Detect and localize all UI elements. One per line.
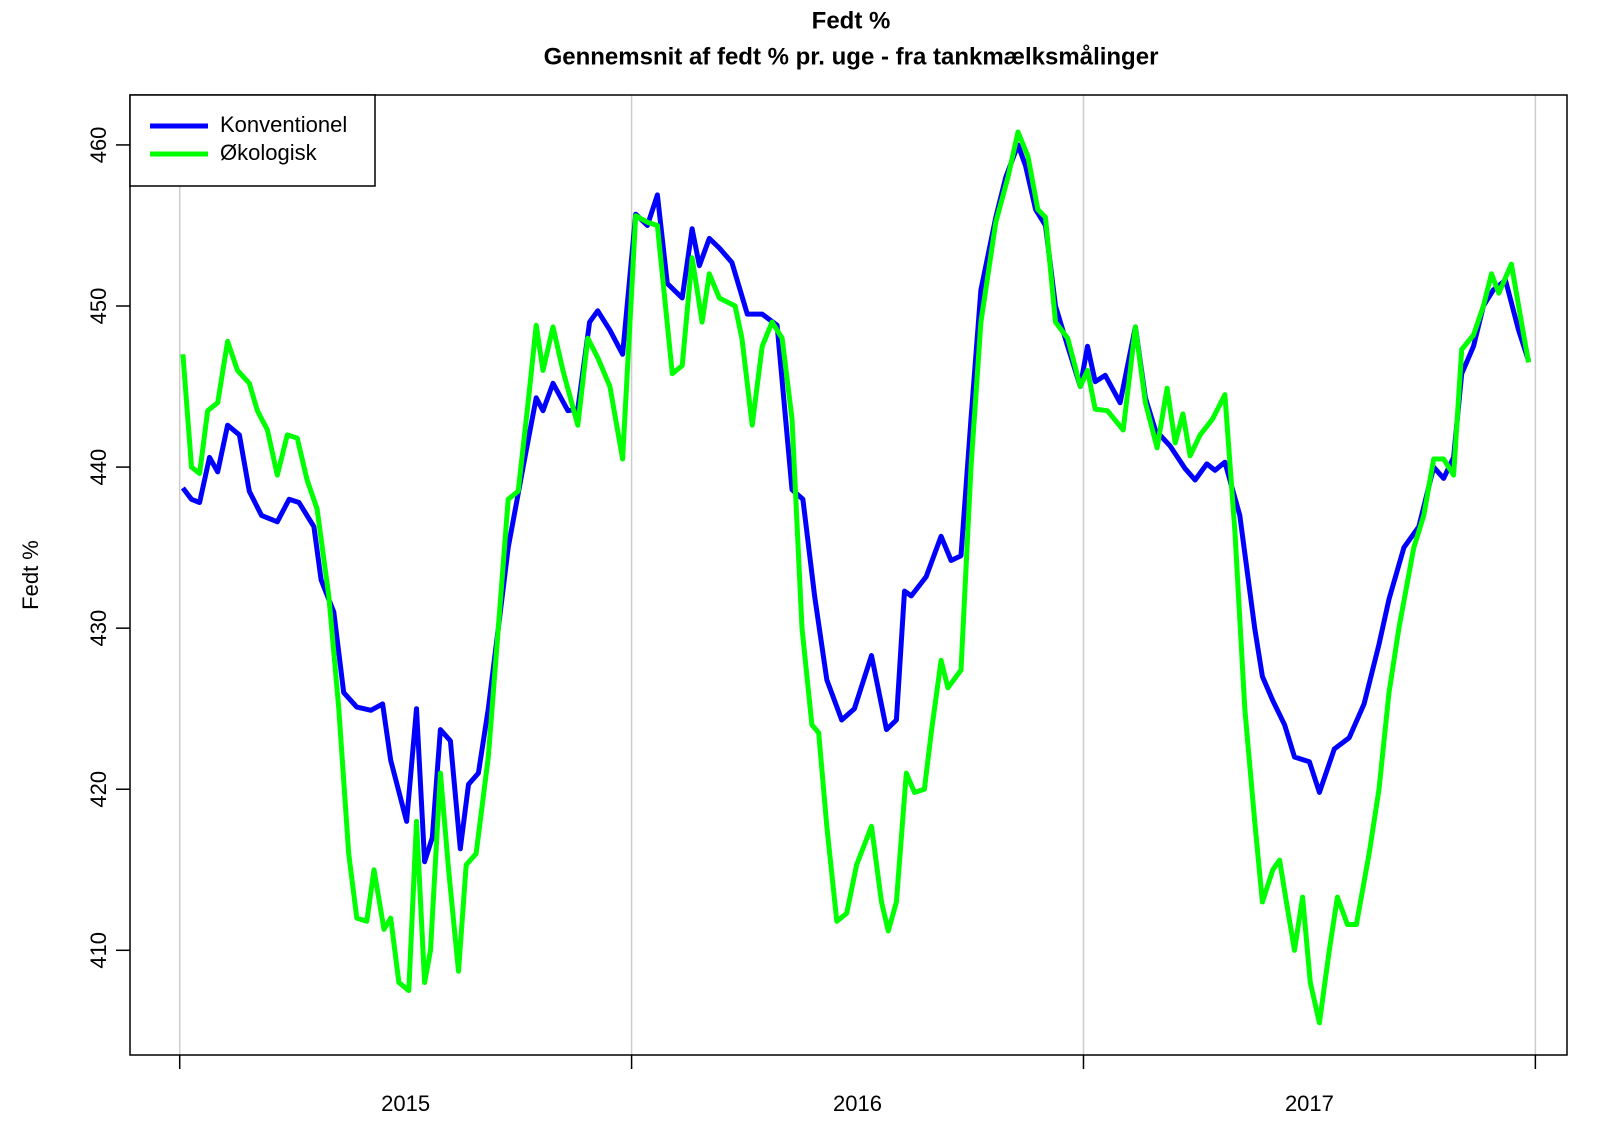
y-tick-label: 450	[86, 288, 111, 325]
lines	[180, 129, 1532, 1026]
x-tick-label: 2016	[833, 1091, 882, 1116]
plot-frame	[129, 94, 1568, 1056]
series-line	[180, 129, 1532, 1026]
axes: 2015 2016 2017 410 420 430 440 450 460	[86, 127, 1537, 1116]
x-tick-label: 2015	[381, 1091, 430, 1116]
legend: Konventionel Økologisk	[129, 94, 376, 187]
y-tick-label: 460	[86, 127, 111, 164]
legend-label: Økologisk	[220, 140, 318, 165]
x-tick-label: 2017	[1285, 1091, 1334, 1116]
legend-label: Konventionel	[220, 112, 347, 137]
y-tick-label: 430	[86, 610, 111, 647]
chart-subtitle: Gennemsnit af fedt % pr. uge - fra tankm…	[544, 43, 1159, 70]
y-tick-label: 410	[86, 932, 111, 969]
y-axis-label: Fedt %	[18, 540, 43, 610]
y-tick-label: 440	[86, 449, 111, 486]
chart-title: Fedt %	[812, 7, 891, 34]
y-tick-label: 420	[86, 771, 111, 808]
legend-box	[129, 94, 376, 187]
series-line	[180, 142, 1531, 865]
